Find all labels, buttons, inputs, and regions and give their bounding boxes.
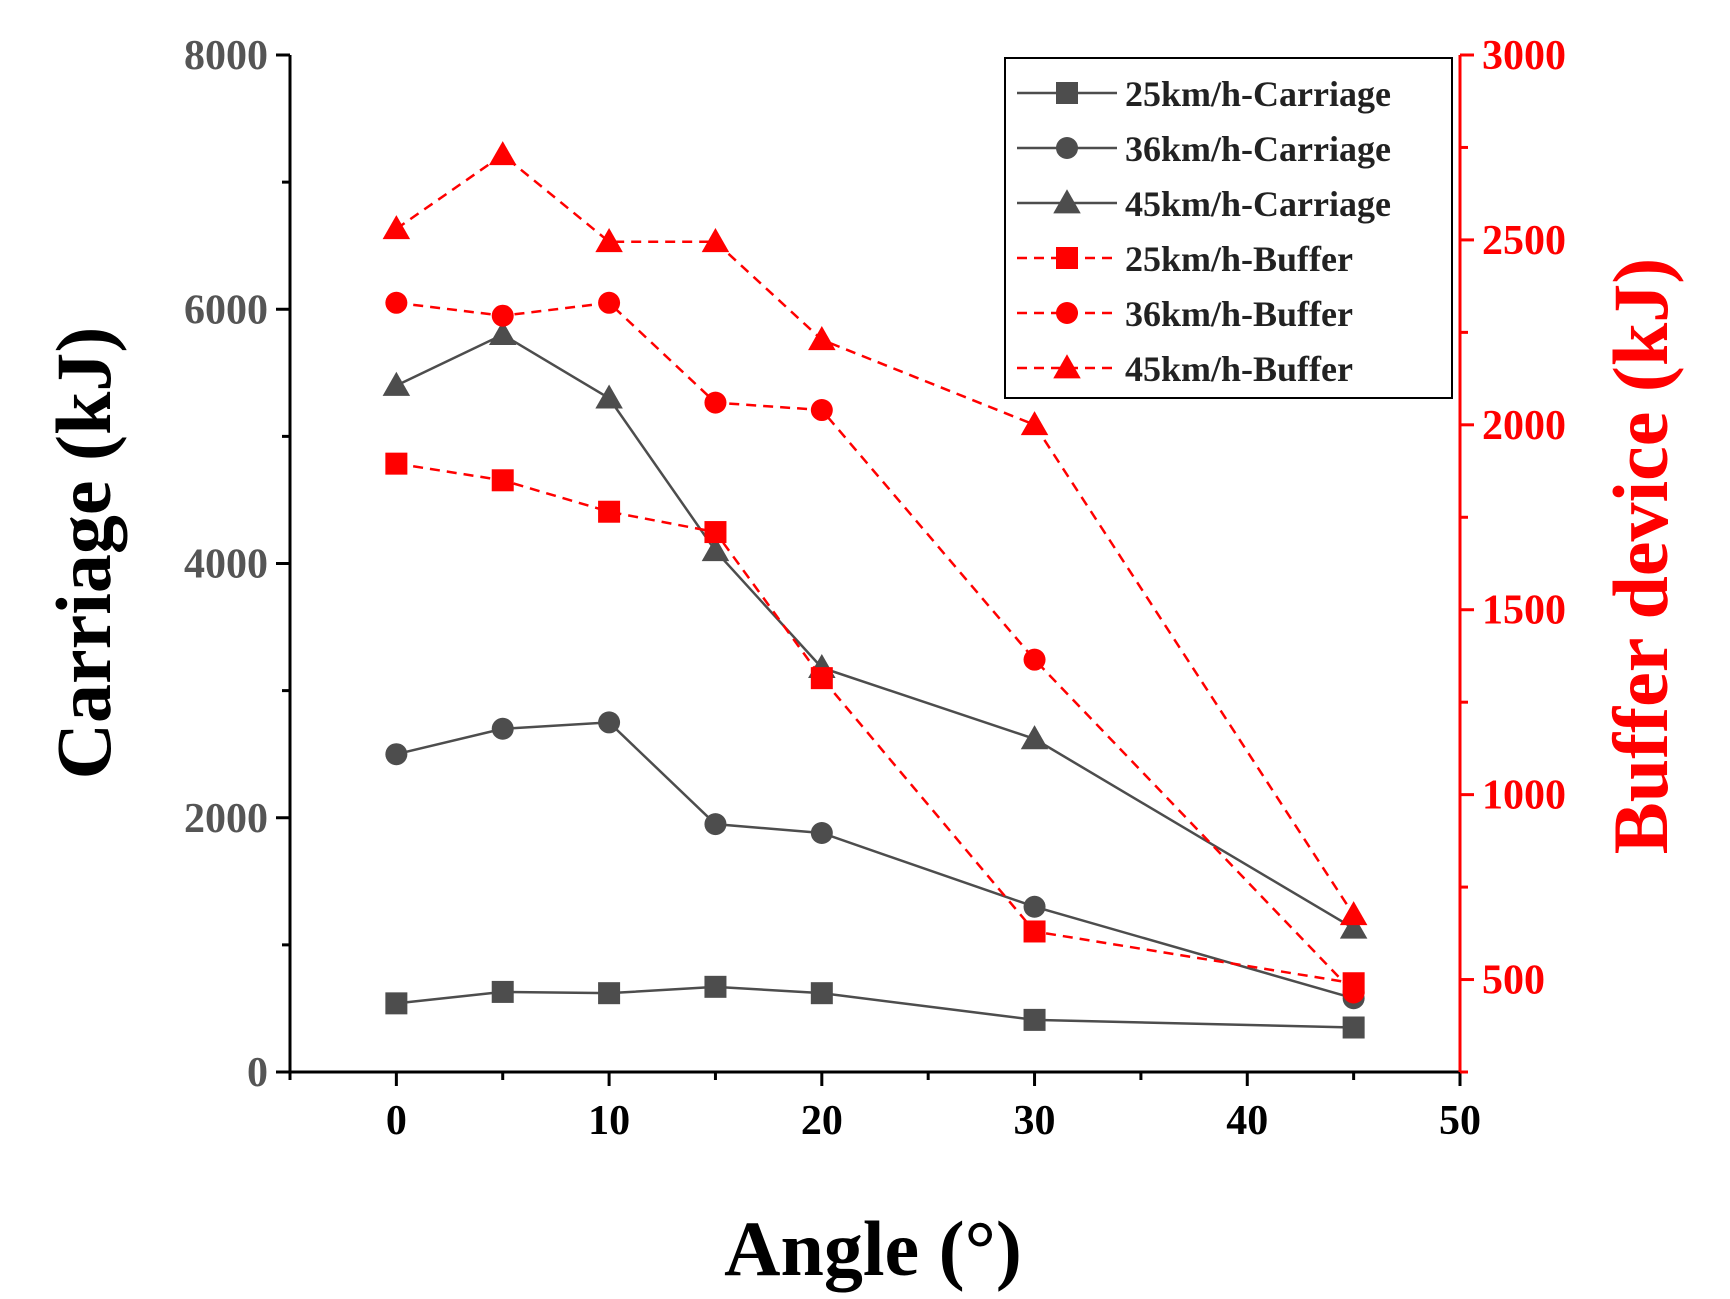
data-point-36km-h-carriage [385,743,408,766]
data-point-25km-h-carriage [1023,1008,1046,1031]
x-tick-label: 40 [1226,1098,1268,1144]
data-point-36km-h-buffer [385,291,408,314]
legend-label: 25km/h-Carriage [1125,74,1391,114]
data-point-25km-h-buffer [810,667,833,690]
data-point-25km-h-buffer [385,452,408,475]
legend-box [1004,57,1453,399]
data-point-25km-h-carriage [385,992,408,1015]
data-point-36km-h-carriage [491,717,514,740]
data-point-45km-h-buffer [701,228,730,253]
data-point-36km-h-carriage [1023,895,1046,918]
data-point-25km-h-buffer [1023,920,1046,943]
data-point-25km-h-carriage [598,982,621,1005]
series-line-25km-h-buffer [396,462,1354,985]
data-point-25km-h-carriage [1342,1016,1365,1039]
data-point-45km-h-buffer [1339,901,1368,926]
data-point-45km-h-carriage [382,371,411,396]
right-y-tick-label: 1500 [1482,588,1566,634]
legend-label: 25km/h-Buffer [1125,239,1353,279]
right-y-tick-label: 2500 [1482,218,1566,264]
legend-label: 36km/h-Carriage [1125,129,1391,169]
left-y-tick-label: 8000 [184,33,268,79]
series-line-45km-h-carriage [395,333,1355,930]
data-point-45km-h-buffer [1020,411,1049,436]
right-y-tick-label: 500 [1482,958,1545,1004]
left-y-axis-title: Carriage (kJ) [40,327,127,780]
legend-label: 45km/h-Carriage [1125,184,1391,224]
legend-marker-25km-h-carriage [1056,82,1078,104]
data-point-45km-h-carriage [1020,725,1049,750]
data-point-36km-h-carriage [598,711,621,734]
series-line-36km-h-buffer [396,301,1355,994]
legend-marker-45km-h-carriage [1053,189,1081,214]
data-point-45km-h-carriage [488,320,517,345]
data-point-36km-h-buffer [1023,648,1046,671]
data-point-25km-h-carriage [810,982,833,1005]
data-point-45km-h-buffer [488,141,517,166]
x-tick-label: 30 [1014,1098,1056,1144]
x-tick-label: 0 [386,1098,407,1144]
series-line-25km-h-carriage [396,985,1354,1029]
left-y-tick-label: 6000 [184,287,268,333]
data-point-36km-h-carriage [810,822,833,845]
data-point-36km-h-buffer [598,291,621,314]
data-point-25km-h-buffer [704,521,727,544]
data-point-36km-h-buffer [704,391,727,414]
right-y-tick-label: 3000 [1482,33,1566,79]
x-axis-title: Angle (°) [724,1205,1022,1292]
x-tick-label: 20 [801,1098,843,1144]
data-point-36km-h-carriage [704,813,727,836]
legend-marker-45km-h-buffer [1053,354,1081,379]
left-y-tick-label: 4000 [184,542,268,588]
right-y-axis-title: Buffer device (kJ) [1597,258,1684,854]
left-y-tick-label: 0 [247,1050,268,1096]
legend: 25km/h-Carriage 36km/h-Carriage 45km/h-Car… [1004,57,1453,399]
right-y-tick-label: 2000 [1482,403,1566,449]
data-point-45km-h-carriage [1339,914,1368,939]
data-point-45km-h-carriage [701,537,730,562]
series-line-36km-h-carriage [396,721,1354,1000]
legend-label: 36km/h-Buffer [1125,294,1353,334]
legend-marker-36km-h-carriage [1056,137,1078,159]
x-tick-label: 50 [1439,1098,1481,1144]
data-point-45km-h-buffer [595,228,623,253]
legend-marker-36km-h-buffer [1056,302,1078,324]
right-y-tick-label: 1000 [1482,773,1566,819]
data-point-36km-h-buffer [810,399,833,422]
data-point-25km-h-carriage [491,980,514,1003]
data-point-25km-h-buffer [491,469,514,492]
data-point-25km-h-carriage [704,975,727,998]
legend-marker-25km-h-buffer [1056,247,1078,269]
data-point-45km-h-carriage [595,384,623,409]
left-y-tick-label: 2000 [184,796,268,842]
data-point-36km-h-buffer [491,304,514,327]
x-tick-label: 10 [588,1098,630,1144]
data-point-45km-h-buffer [382,215,411,240]
legend-label: 45km/h-Buffer [1125,349,1353,389]
data-point-36km-h-buffer [1342,981,1365,1004]
data-point-45km-h-buffer [808,326,836,351]
data-point-25km-h-buffer [598,500,621,523]
